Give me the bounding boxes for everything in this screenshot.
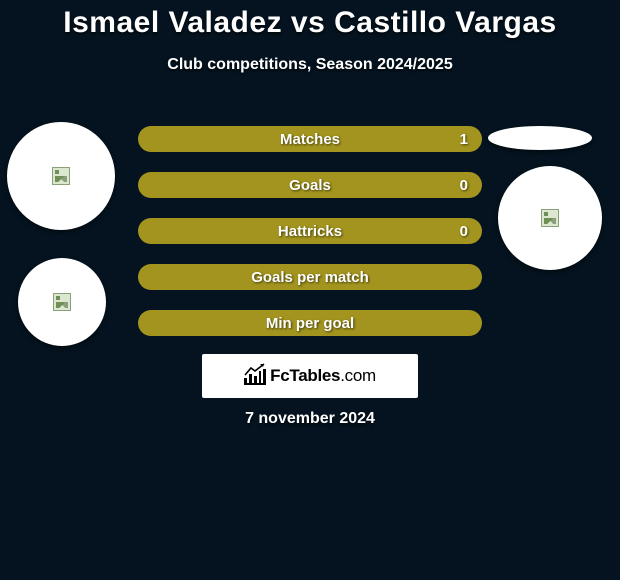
logo-tld: .com: [340, 366, 376, 385]
date-label: 7 november 2024: [0, 410, 620, 428]
stat-bar: Goals per match: [138, 264, 482, 290]
infographic-root: Ismael Valadez vs Castillo Vargas Club c…: [0, 0, 620, 580]
stat-value: 1: [460, 131, 468, 148]
page-title: Ismael Valadez vs Castillo Vargas: [0, 0, 620, 40]
stat-label: Min per goal: [138, 315, 482, 332]
player1-avatar: [7, 122, 115, 230]
logo-arrow-icon: [244, 363, 266, 377]
broken-image-icon: [52, 167, 70, 185]
player2-club-badge: [498, 166, 602, 270]
stat-value: 0: [460, 223, 468, 240]
stat-bar: Goals 0: [138, 172, 482, 198]
stat-label: Goals: [138, 177, 482, 194]
stat-value: 0: [460, 177, 468, 194]
stats-bars: Matches 1 Goals 0 Hattricks 0 Goals per …: [138, 126, 482, 356]
stat-label: Goals per match: [138, 269, 482, 286]
logo-brand: FcTables: [270, 366, 340, 385]
player1-club-badge: [18, 258, 106, 346]
stat-label: Hattricks: [138, 223, 482, 240]
stat-bar: Matches 1: [138, 126, 482, 152]
logo-chart-icon: [244, 367, 266, 385]
subtitle: Club competitions, Season 2024/2025: [0, 56, 620, 74]
player2-avatar: [488, 126, 592, 150]
stat-label: Matches: [138, 131, 482, 148]
stat-bar: Hattricks 0: [138, 218, 482, 244]
stat-bar: Min per goal: [138, 310, 482, 336]
broken-image-icon: [53, 293, 71, 311]
logo-text: FcTables.com: [270, 366, 376, 386]
fctables-logo: FcTables.com: [202, 354, 418, 398]
broken-image-icon: [541, 209, 559, 227]
